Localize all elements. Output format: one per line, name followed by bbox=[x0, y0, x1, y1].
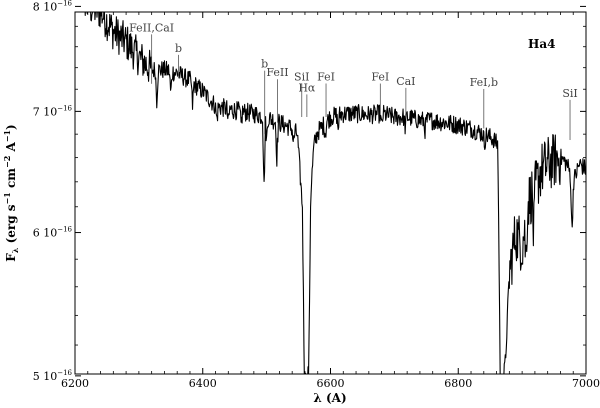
y-axis-title: Fλ (erg s−1 cm−2 A−1) bbox=[2, 124, 20, 262]
line-id-label: FeI bbox=[371, 71, 389, 84]
line-id-label: CaI bbox=[396, 75, 415, 88]
x-tick-label: 6200 bbox=[61, 377, 89, 390]
y-tick-label: 8 10−16 bbox=[33, 0, 73, 13]
x-tick-label: 7000 bbox=[572, 377, 600, 390]
annotation-label: Ha4 bbox=[528, 37, 555, 51]
x-axis-title: λ (A) bbox=[313, 391, 346, 405]
line-id-label: FeII bbox=[266, 66, 288, 79]
x-tick-label: 6800 bbox=[444, 377, 472, 390]
spectrum-line bbox=[84, 12, 586, 374]
line-id-label: b bbox=[175, 42, 182, 55]
y-axis-title-exp1: −1 bbox=[2, 192, 12, 204]
y-axis-title-exp3: −1 bbox=[2, 130, 12, 142]
line-id-label: SiI bbox=[562, 87, 577, 100]
line-id-label: Hα bbox=[298, 81, 316, 94]
y-tick-label: 5 10−16 bbox=[33, 369, 73, 383]
line-id-label: FeI bbox=[317, 71, 335, 84]
y-axis-title-units3: A bbox=[4, 142, 18, 156]
y-axis-title-exp2: −2 bbox=[2, 156, 12, 168]
x-tick-label: 6600 bbox=[317, 377, 345, 390]
plot-area bbox=[84, 12, 586, 374]
line-id-label: FeII,CaI bbox=[129, 21, 174, 34]
line-id-label: SiI bbox=[294, 71, 309, 84]
y-axis-title-symbol: F bbox=[4, 253, 18, 262]
x-tick-label: 6400 bbox=[189, 377, 217, 390]
line-id-label: b bbox=[261, 58, 268, 71]
y-tick-label: 6 10−16 bbox=[33, 226, 73, 240]
line-id-label: FeI,b bbox=[470, 76, 498, 89]
y-axis-title-units2: cm bbox=[4, 168, 18, 192]
y-tick-label: 7 10−16 bbox=[33, 104, 73, 118]
y-axis-title-close: ) bbox=[4, 124, 18, 130]
y-axis-title-subscript: λ bbox=[10, 247, 20, 253]
y-axis-title-units: (erg s bbox=[4, 204, 18, 247]
axis-ticks: 6200 6400 6600 6800 7000 5 10−16 6 10−16 7 10−1… bbox=[33, 0, 600, 390]
